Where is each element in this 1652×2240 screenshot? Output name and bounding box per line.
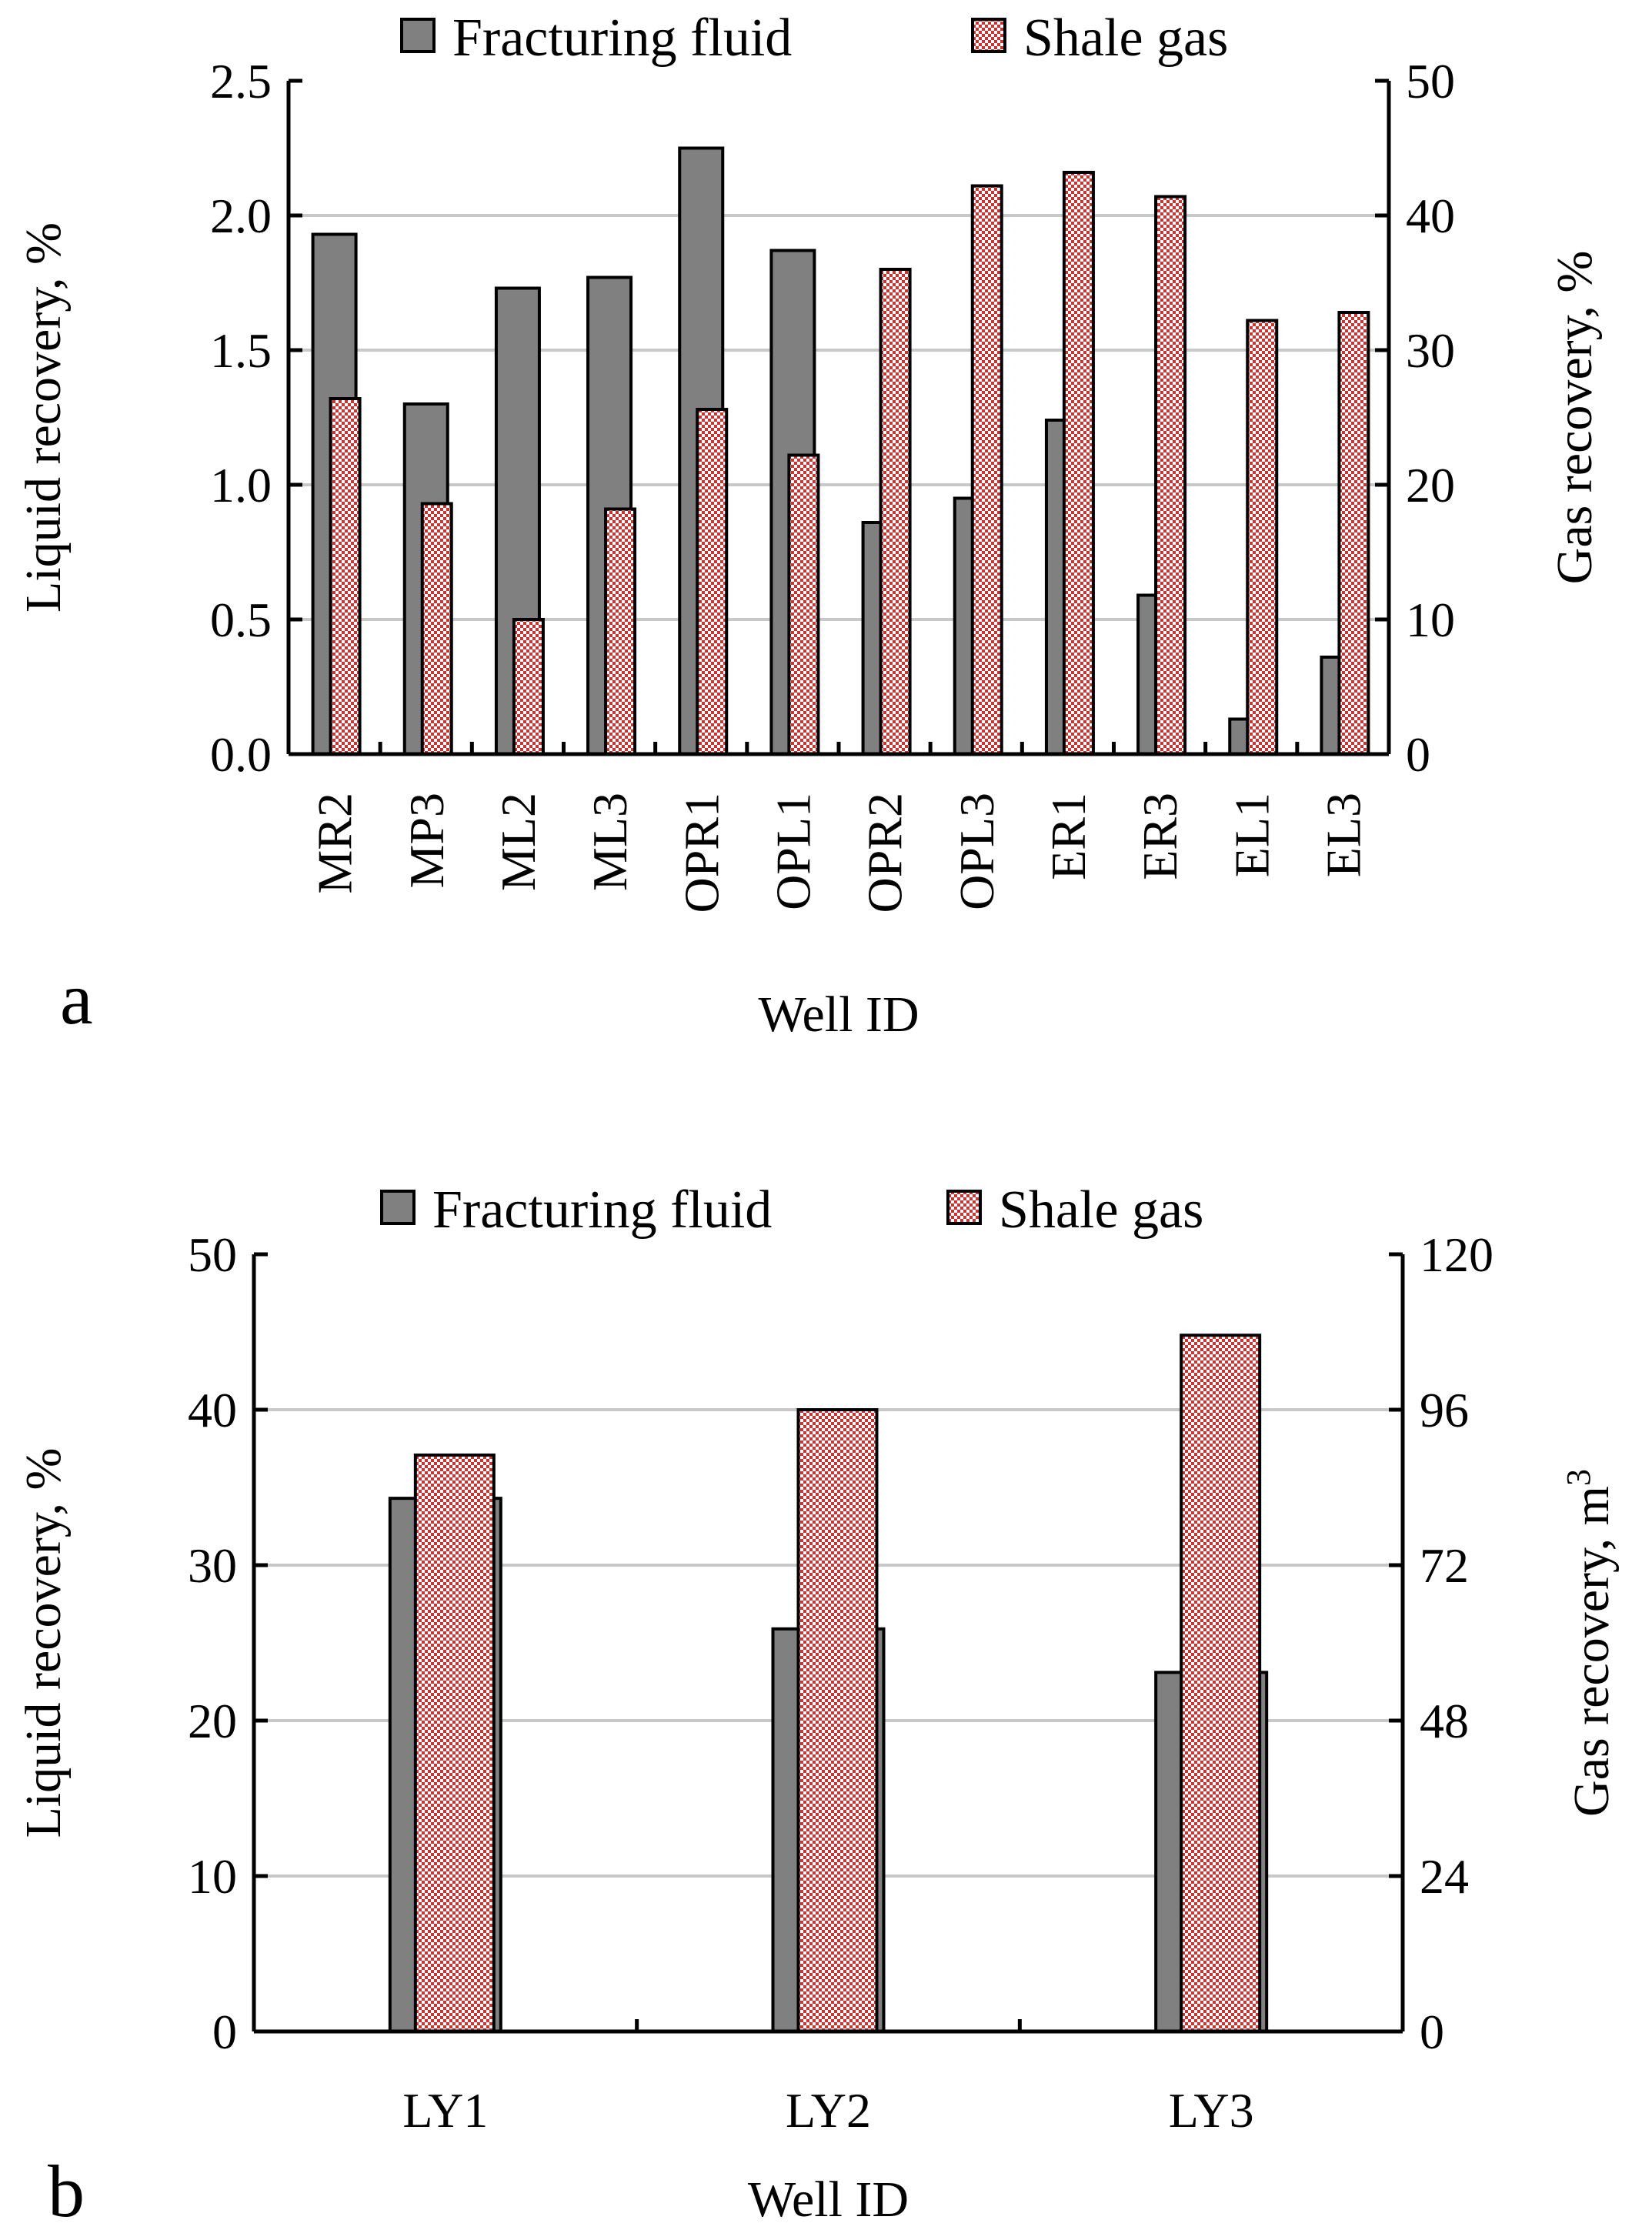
bar-shale-gas	[879, 268, 912, 756]
x-tick-label: MR2	[308, 793, 362, 894]
y-tick-label-right: 24	[1420, 1849, 1469, 1904]
y-tick-label-left: 0.0	[210, 727, 272, 782]
y-tick-label-left: 40	[188, 1383, 237, 1437]
y-tick-label-left: 30	[188, 1538, 237, 1593]
y-axis-right-title: Gas recovery, m3	[1560, 1469, 1620, 1817]
bar-shale-gas	[796, 1408, 879, 2033]
chart-panel-b: 0 0 10 24 20 48 30 72 40 96 50 120 LY1 LY2 LY3 Liquid r…	[15, 1180, 1620, 2232]
y-tick-label-right: 0	[1420, 2005, 1444, 2059]
y-tick-label-right: 30	[1406, 323, 1455, 378]
y-tick-label-left: 2.5	[210, 54, 272, 108]
y-tick-label-right: 20	[1406, 458, 1455, 512]
x-tick-label: ML3	[582, 793, 637, 891]
x-tick-label: OPL1	[766, 793, 820, 910]
x-tick-label: OPR1	[674, 793, 729, 913]
y-tick-label-right: 72	[1420, 1538, 1469, 1593]
x-tick-label: ER3	[1133, 793, 1187, 880]
bar-shale-gas	[1154, 195, 1187, 756]
legend-label-shale-gas: Shale gas	[1023, 8, 1228, 68]
legend-label-fracturing-fluid: Fracturing fluid	[432, 1180, 772, 1240]
y-tick-label-left: 1.5	[210, 323, 272, 378]
x-tick-label: LY1	[402, 2083, 488, 2138]
bar-shale-gas	[696, 408, 729, 756]
legend-swatch-fracturing-fluid	[400, 18, 436, 53]
x-tick-label: EL1	[1224, 793, 1279, 877]
bar-shale-gas	[787, 453, 820, 756]
bar-shale-gas	[604, 507, 637, 756]
bar-shale-gas	[1180, 1334, 1262, 2034]
y-tick-label-right: 50	[1406, 54, 1455, 108]
bar-shale-gas	[970, 184, 1003, 756]
x-axis-title: Well ID	[748, 2172, 909, 2228]
y-axis-left-title: Liquid recovery, %	[15, 1447, 72, 1838]
y-tick-label-left: 0.5	[210, 593, 272, 647]
y-tick-label-left: 1.0	[210, 458, 272, 512]
y-axis-left-title: Liquid recovery, %	[15, 222, 72, 613]
bar-shale-gas	[329, 397, 362, 756]
y-tick-label-left: 20	[188, 1694, 237, 1748]
panel-label: b	[48, 2150, 85, 2232]
x-tick-label: ML2	[491, 793, 546, 891]
legend-label-fracturing-fluid: Fracturing fluid	[452, 8, 792, 68]
y-tick-label-left: 2.0	[210, 189, 272, 243]
bar-shale-gas	[512, 618, 545, 756]
x-tick-label: ER1	[1041, 793, 1096, 880]
y-axis-right-title-superscript: 3	[1560, 1469, 1597, 1486]
y-tick-label-right: 0	[1406, 727, 1430, 782]
y-tick-label-right: 96	[1420, 1383, 1469, 1437]
y-axis-right-title-text: Gas recovery, m	[1564, 1486, 1620, 1817]
x-tick-label: LY2	[786, 2083, 871, 2138]
bar-shale-gas	[1337, 311, 1370, 756]
bar-shale-gas	[413, 1453, 496, 2033]
y-tick-label-left: 10	[188, 1849, 237, 1904]
y-tick-label-right: 40	[1406, 189, 1455, 243]
y-tick-label-right: 48	[1420, 1694, 1469, 1748]
y-tick-label-right: 120	[1420, 1227, 1493, 1282]
panel-label: a	[60, 957, 93, 1040]
x-tick-label: LY3	[1169, 2083, 1254, 2138]
x-tick-label: MP3	[399, 793, 454, 889]
bar-shale-gas	[1062, 171, 1095, 756]
legend-swatch-shale-gas	[946, 1190, 982, 1225]
y-tick-label-left: 50	[188, 1227, 237, 1282]
x-tick-label: OPL3	[949, 793, 1004, 910]
x-axis-title: Well ID	[758, 986, 919, 1043]
legend-label-shale-gas: Shale gas	[999, 1180, 1203, 1240]
bar-shale-gas	[420, 502, 453, 756]
bar-shale-gas	[1246, 319, 1279, 756]
x-tick-label: EL3	[1316, 793, 1370, 877]
x-tick-label: OPR2	[858, 793, 913, 913]
y-tick-label-right: 10	[1406, 593, 1455, 647]
y-tick-label-left: 0	[212, 2005, 237, 2059]
y-axis-right-title: Gas recovery, %	[1547, 251, 1603, 585]
chart-panel-a: 0.0 0 0.5 10 1.0 20 1.5 30 2.0 40 2.5 50 MR2 MP3 ML2 ML…	[15, 8, 1603, 1043]
legend-swatch-shale-gas	[971, 18, 1006, 53]
legend-swatch-fracturing-fluid	[380, 1190, 416, 1225]
